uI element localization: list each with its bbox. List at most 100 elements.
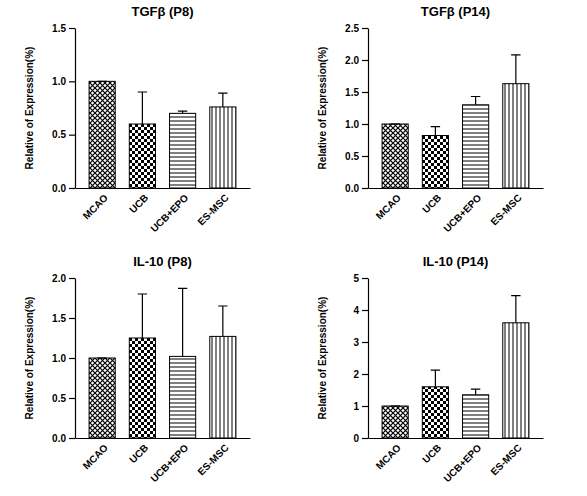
bar [210,336,236,438]
y-tick-label: 2.0 [345,55,359,66]
x-tick: UCB [420,438,443,465]
error-bar [218,306,227,336]
y-tick-mark [362,278,368,279]
y-tick: 1.5 [52,23,75,34]
bar [463,105,489,188]
error-bar [390,405,399,406]
error-bar [138,294,147,338]
error-bar [97,357,106,358]
x-tick-label: UCB [127,442,150,465]
y-tick-mark [69,188,75,189]
plot-area [382,55,529,188]
y-tick: 2.0 [345,55,368,66]
y-tick-mark [362,438,368,439]
y-axis-line [75,279,76,439]
y-tick-mark [362,406,368,407]
y-tick: 0.0 [52,183,75,194]
y-tick-mark [362,156,368,157]
y-tick-mark [362,60,368,61]
error-bar [218,93,227,107]
x-axis: MCAOUCBUCB+EPOES-MSC [369,188,544,234]
x-tick: MCAO [81,438,111,472]
x-tick: UCB [127,188,150,215]
y-tick: 1.5 [345,87,368,98]
x-axis: MCAOUCBUCB+EPOES-MSC [369,438,544,484]
x-tick-label: ES-MSC [488,192,523,227]
x-tick-label: ES-MSC [195,442,230,477]
y-tick-label: 2.0 [52,273,66,284]
chart-title: TGFβ (P14) [421,4,490,19]
y-tick-mark [69,28,75,29]
plot-area [89,81,236,188]
y-axis-title: Relative of Expression(%) [317,297,328,420]
x-tick: MCAO [81,188,111,222]
bar [170,113,196,188]
y-tick-mark [69,438,75,439]
y-tick-label: 5 [353,273,359,284]
x-tick: UCB+EPO [148,438,190,484]
x-tick-label: MCAO [374,192,404,222]
y-axis-title: Relative of Expression(%) [24,297,35,420]
y-tick: 2 [353,369,368,380]
y-tick: 0.5 [52,393,75,404]
y-tick-mark [69,135,75,136]
y-tick: 0.5 [345,151,368,162]
y-tick: 0.5 [52,129,75,140]
y-tick-label: 2 [353,369,359,380]
x-tick: MCAO [374,188,404,222]
bar [422,387,448,438]
y-tick: 5 [353,273,368,284]
bar [463,395,489,438]
error-bar [431,127,440,136]
x-tick-label: UCB [420,442,443,465]
error-bar [97,81,106,82]
bar [382,406,408,438]
y-tick-mark [362,28,368,29]
y-axis-line [368,29,369,189]
y-tick-mark [362,310,368,311]
y-tick-label: 0.5 [345,151,359,162]
y-tick-label: 1.0 [52,353,66,364]
y-axis: 012345 [353,273,368,444]
y-tick-label: 1.0 [345,119,359,130]
y-axis: 0.0 0.5 1.0 1.5 [52,23,75,194]
x-tick-label: UCB [127,192,150,215]
y-tick: 2.0 [52,273,75,284]
y-axis-title: Relative of Expression(%) [317,47,328,170]
chart-title: IL-10 (P14) [423,254,489,269]
x-tick-label: ES-MSC [488,442,523,477]
bar [129,338,155,438]
y-tick-mark [362,374,368,375]
y-axis: 0.0 0.5 1.0 1.5 2.0 [52,273,75,444]
bar [382,124,408,188]
bar [89,358,115,438]
x-tick-label: MCAO [374,442,404,472]
chart-panel: 0.0 0.5 1.0 1.5 2.0 MCAO UCBUCB+EPOES-MSC IL-10… [24,254,251,484]
y-tick-mark [69,358,75,359]
y-tick-label: 4 [353,305,359,316]
y-tick-mark [69,81,75,82]
y-tick: 4 [353,305,368,316]
chart-title: IL-10 (P8) [133,254,192,269]
y-tick: 0 [353,433,368,444]
x-tick-label: ES-MSC [195,192,230,227]
y-tick-label: 0.0 [52,433,66,444]
y-tick-mark [69,318,75,319]
y-tick: 1.0 [52,76,75,87]
y-axis-line [368,279,369,439]
x-tick-label: MCAO [81,192,111,222]
y-tick: 3 [353,337,368,348]
y-tick-mark [362,188,368,189]
y-tick-label: 1.0 [52,76,66,87]
x-tick-label: UCB+EPO [441,192,483,234]
bar [503,84,529,188]
x-axis-line [76,188,251,189]
x-tick-label: UCB+EPO [148,192,190,234]
figure: 0.00.51.01.5MCAOUCBUCB+EPOES-MSCTGFβ (P8… [0,0,587,496]
y-tick-label: 1.5 [52,313,66,324]
y-axis-line [75,29,76,189]
bar [129,124,155,188]
x-axis-line [76,438,251,439]
bar [210,107,236,188]
y-tick-label: 2.5 [345,23,359,34]
